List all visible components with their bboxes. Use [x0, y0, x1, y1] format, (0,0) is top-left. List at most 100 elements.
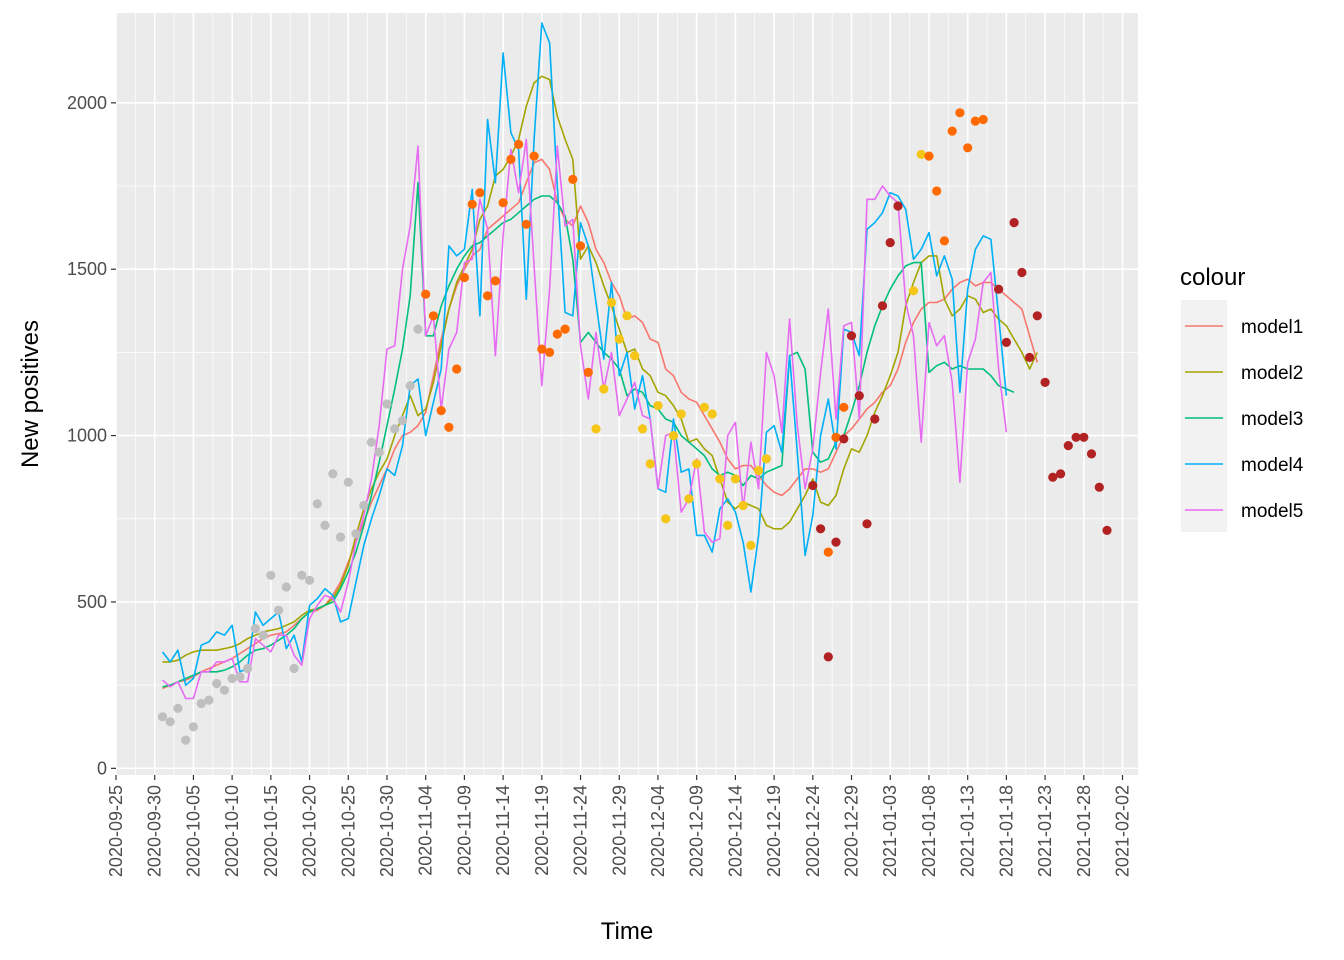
y-axis: 0 500 1000 1500 2000 — [67, 93, 116, 778]
x-tick-label: 2020-10-10 — [222, 785, 242, 877]
x-tick-label: 2020-12-24 — [803, 785, 823, 877]
observed-point — [591, 424, 601, 434]
observed-point — [668, 431, 679, 441]
observed-point — [351, 529, 361, 539]
observed-point — [436, 406, 446, 416]
observed-point — [599, 384, 609, 394]
observed-point — [684, 494, 694, 504]
observed-point — [924, 151, 934, 161]
observed-point — [1102, 525, 1112, 536]
x-tick-label: 2020-12-29 — [842, 785, 862, 877]
observed-point — [1048, 472, 1058, 482]
observed-point — [281, 582, 291, 592]
observed-point — [730, 474, 741, 484]
x-tick-label: 2020-10-20 — [300, 785, 320, 877]
observed-point — [514, 139, 524, 149]
observed-point — [297, 570, 307, 580]
observed-point — [854, 391, 864, 401]
observed-point — [877, 301, 888, 311]
x-tick-label: 2020-09-25 — [106, 785, 126, 877]
observed-point — [560, 324, 570, 334]
observed-point — [235, 672, 245, 682]
legend: colour model1 model2 model3 model4 model5 — [1180, 264, 1304, 532]
x-tick-label: 2021-01-08 — [919, 785, 939, 877]
observed-point — [947, 126, 957, 136]
observed-point — [359, 500, 369, 511]
observed-point — [552, 329, 562, 339]
x-tick-label: 2020-11-09 — [454, 785, 474, 876]
observed-point — [397, 416, 408, 426]
observed-point — [181, 735, 191, 745]
observed-point — [1040, 377, 1050, 387]
observed-point — [699, 402, 710, 412]
y-axis-title: New positives — [17, 320, 44, 468]
observed-point — [738, 500, 748, 511]
x-tick-label: 2020-12-09 — [687, 785, 707, 877]
x-tick-label: 2020-12-14 — [725, 785, 745, 877]
observed-point — [343, 477, 353, 487]
observed-point — [1009, 218, 1019, 228]
observed-point — [227, 673, 237, 684]
observed-point — [932, 186, 942, 196]
observed-point — [831, 537, 841, 547]
observed-point — [816, 524, 826, 534]
observed-point — [1032, 311, 1042, 321]
observed-point — [661, 514, 671, 524]
observed-point — [955, 108, 965, 118]
observed-point — [421, 289, 431, 299]
observed-points — [157, 108, 1112, 745]
x-tick-label: 2021-02-02 — [1113, 785, 1133, 877]
observed-point — [196, 698, 206, 709]
observed-point — [413, 324, 423, 334]
observed-point — [839, 434, 849, 444]
legend-label-model1: model1 — [1241, 317, 1303, 338]
observed-point — [537, 344, 547, 354]
y-tick-label: 1000 — [67, 426, 107, 446]
observed-point — [568, 174, 578, 184]
observed-point — [545, 347, 555, 357]
observed-point — [1079, 432, 1089, 442]
legend-label-model5: model5 — [1241, 501, 1303, 522]
observed-point — [382, 399, 392, 409]
observed-point — [630, 351, 640, 361]
observed-point — [266, 570, 276, 580]
x-tick-label: 2021-01-18 — [996, 785, 1016, 877]
legend-label-model2: model2 — [1241, 363, 1303, 384]
observed-point — [1086, 449, 1097, 459]
observed-point — [219, 685, 229, 695]
observed-point — [676, 409, 686, 419]
observed-point — [870, 414, 880, 424]
legend-label-model4: model4 — [1241, 455, 1304, 476]
observed-point — [839, 402, 849, 412]
x-tick-label: 2021-01-23 — [1035, 785, 1055, 877]
observed-point — [885, 238, 895, 248]
observed-point — [529, 151, 539, 161]
observed-point — [165, 717, 175, 727]
observed-point — [893, 201, 903, 211]
observed-point — [243, 663, 253, 674]
legend-label-model3: model3 — [1241, 409, 1303, 430]
observed-point — [939, 236, 950, 246]
observed-point — [622, 311, 632, 321]
observed-point — [723, 520, 733, 531]
observed-point — [963, 143, 973, 153]
observed-point — [994, 284, 1004, 294]
observed-point — [1063, 441, 1073, 451]
x-tick-label: 2020-11-24 — [571, 785, 591, 876]
observed-point — [498, 198, 508, 208]
observed-point — [575, 241, 586, 251]
x-tick-label: 2020-11-04 — [416, 785, 436, 876]
observed-point — [289, 663, 299, 674]
observed-point — [258, 630, 268, 640]
observed-point — [374, 447, 384, 457]
x-tick-label: 2020-12-04 — [648, 785, 668, 877]
observed-point — [761, 454, 772, 464]
observed-point — [715, 474, 725, 484]
observed-point — [637, 424, 648, 434]
observed-point — [823, 547, 833, 557]
observed-point — [312, 499, 322, 509]
observed-point — [521, 219, 531, 229]
observed-point — [692, 459, 702, 469]
minor-gridlines — [116, 13, 1138, 775]
